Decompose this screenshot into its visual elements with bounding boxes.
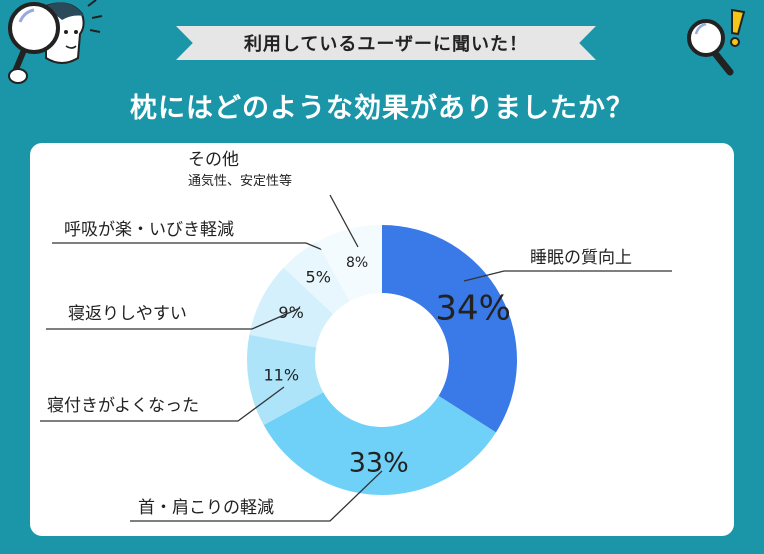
donut-slice: [382, 225, 517, 433]
donut-slice: [247, 334, 324, 426]
banner-text: 利用しているユーザーに聞いた！: [243, 34, 529, 55]
slice-category-label: 寝付きがよくなった: [47, 395, 199, 416]
survey-banner: 利用しているユーザーに聞いた！: [176, 26, 596, 60]
person-with-magnifier-icon: [8, 0, 103, 84]
donut-slice: [316, 225, 382, 302]
leader-line: [52, 242, 331, 254]
donut-slice: [263, 392, 496, 495]
leader-line: [40, 386, 285, 422]
slice-value-label: 9%: [278, 303, 303, 322]
magnifier-exclamation-icon: [687, 8, 746, 76]
slice-category-label: 睡眠の質向上: [530, 248, 632, 268]
leader-line: [329, 194, 359, 248]
slice-value-label: 11%: [263, 365, 299, 384]
slice-category-label: 呼吸が楽・いびき軽減: [64, 220, 234, 240]
slice-value-label: 34%: [435, 288, 511, 328]
slice-category-label: 首・肩こりの軽減: [138, 498, 274, 518]
slice-category-label: 寝返りしやすい: [68, 303, 187, 324]
donut-chart: 34%睡眠の質向上33%首・肩こりの軽減11%寝付きがよくなった9%寝返りしやす…: [40, 150, 672, 522]
leader-line: [46, 307, 301, 330]
slice-value-label: 5%: [306, 267, 331, 286]
slice-category-label: その他: [188, 150, 239, 170]
donut-slice: [249, 267, 334, 348]
donut-slice: [283, 241, 350, 315]
slice-value-label: 8%: [346, 255, 368, 271]
slice-sublabel: 通気性、安定性等: [188, 173, 292, 189]
chart-card: 34% 睡眠の質向上 33% 首・肩こりの軽減 11% 寝付きがよくなった 9% 寝返りしやす…: [30, 143, 734, 536]
leader-line: [463, 270, 672, 282]
leader-line: [130, 470, 383, 522]
page-title: 枕にはどのような効果がありましたか？: [130, 93, 634, 124]
